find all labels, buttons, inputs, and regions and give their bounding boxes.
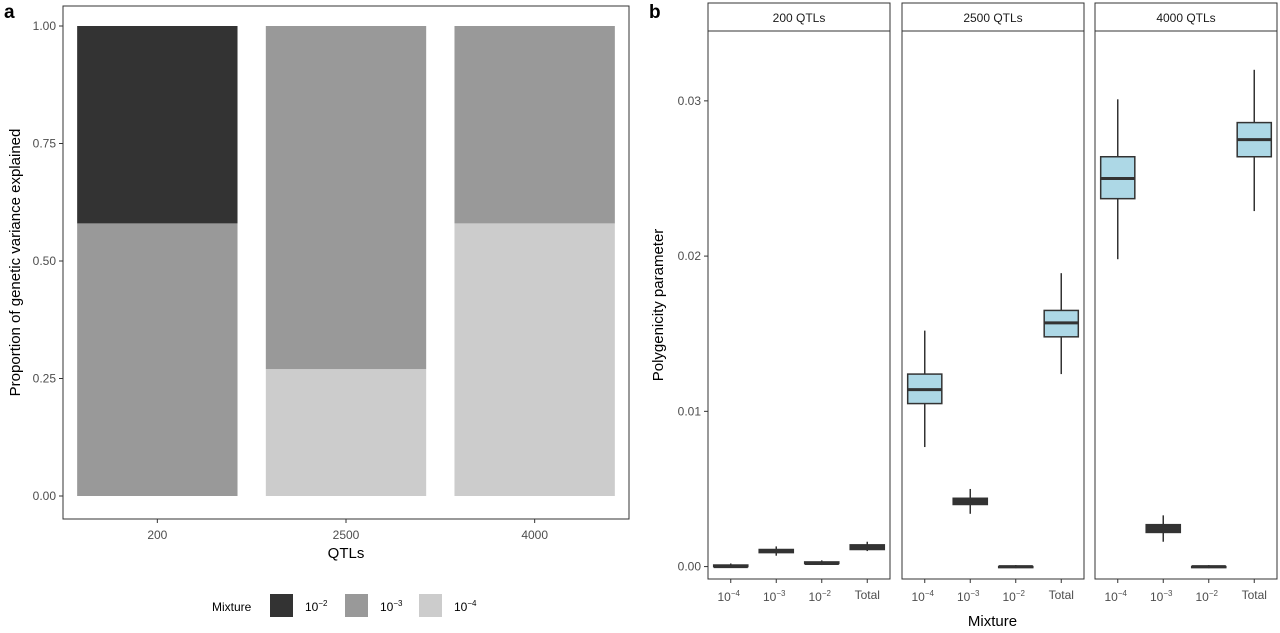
legend-swatch [270, 594, 293, 617]
x-tick-label-b: 10−3 [957, 589, 980, 604]
box-0-2 [803, 560, 840, 566]
panel-a: a 200 2500 4000 0.00 0.25 0.50 0.75 1.00 QTLs Prop… [4, 2, 630, 617]
box-1-1 [952, 488, 989, 514]
legend: Mixture 10−2 10−3 10−4 [212, 594, 477, 617]
x-tick-label-b: 10−3 [1150, 589, 1173, 604]
facet-title: 4000 QTLs [1156, 11, 1215, 25]
y-tick-label-a: 0.00 [33, 489, 57, 503]
legend-title: Mixture [212, 600, 252, 614]
box-2-2 [1190, 565, 1227, 569]
y-tick-label-a: 1.00 [33, 19, 57, 33]
facet-frame [901, 30, 1085, 580]
facet-title: 2500 QTLs [963, 11, 1022, 25]
x-axis-label-b: Mixture [968, 613, 1017, 628]
x-tick-label-a: 2500 [333, 528, 360, 542]
x-tick-label-b: 10−2 [1003, 589, 1026, 604]
bar-4000-series-0 [454, 223, 615, 496]
box-2-3 [1236, 69, 1273, 212]
legend-label: 10−4 [454, 599, 477, 614]
panel-label-b: b [649, 2, 661, 23]
legend-label: 10−2 [305, 599, 328, 614]
box-1-0 [906, 330, 943, 448]
bar-200-series-2 [77, 26, 238, 224]
panel-b: b 0.00 0.01 0.02 0.03 200 QTLs 10−4 10−3 10−2 Tot… [649, 2, 1278, 630]
legend-swatch [419, 594, 442, 617]
y-tick-label-a: 0.50 [33, 254, 57, 268]
x-tick-label-b: Total [1049, 588, 1074, 602]
x-tick-label-b: 10−3 [763, 589, 786, 604]
legend-swatch [345, 594, 368, 617]
facet-strip [901, 2, 1085, 32]
box-0-1 [758, 546, 795, 556]
facet-2: 4000 QTLs 10−4 10−3 10−2 Total [1094, 2, 1278, 604]
bar-2500-series-0 [265, 369, 427, 496]
box-1-3 [1043, 273, 1080, 375]
y-axis-label-b: Polygenicity parameter [650, 229, 667, 382]
x-tick-label-b: Total [855, 588, 880, 602]
facet-title: 200 QTLs [773, 11, 826, 25]
x-tick-label-b: Total [1242, 588, 1267, 602]
y-tick-label-b: 0.02 [678, 249, 702, 263]
legend-label: 10−3 [380, 599, 403, 614]
x-tick-label-a: 4000 [521, 528, 548, 542]
box-2-0 [1099, 99, 1136, 260]
box-2-1 [1145, 515, 1182, 542]
y-tick-label-b: 0.01 [678, 404, 702, 418]
facet-strip [1094, 2, 1278, 32]
panel-label-a: a [4, 2, 15, 23]
x-tick-label-b: 10−2 [809, 589, 832, 604]
y-axis-label-a: Proportion of genetic variance explained [7, 129, 24, 397]
facet-frame [1094, 30, 1278, 580]
y-tick-label-a: 0.25 [33, 372, 57, 386]
x-tick-label-b: 10−4 [912, 589, 935, 604]
x-tick-label-b: 10−4 [718, 589, 741, 604]
bar-2500-series-1 [265, 26, 427, 370]
x-tick-label-b: 10−4 [1105, 589, 1128, 604]
box-1-2 [997, 565, 1034, 569]
facet-frame [707, 30, 891, 580]
bar-4000-series-1 [454, 26, 615, 224]
y-tick-label-b: 0.03 [678, 94, 702, 108]
box-0-0 [712, 563, 749, 569]
box-0-3 [849, 541, 886, 552]
y-tick-label-a: 0.75 [33, 137, 57, 151]
x-axis-label-a: QTLs [328, 545, 365, 562]
facet-1: 2500 QTLs 10−4 10−3 10−2 Total [901, 2, 1085, 604]
facet-0: 200 QTLs 10−4 10−3 10−2 Total [707, 2, 891, 604]
x-tick-label-b: 10−2 [1196, 589, 1219, 604]
x-tick-label-a: 200 [147, 528, 167, 542]
bar-200-series-1 [77, 223, 238, 496]
y-tick-label-b: 0.00 [678, 560, 702, 574]
